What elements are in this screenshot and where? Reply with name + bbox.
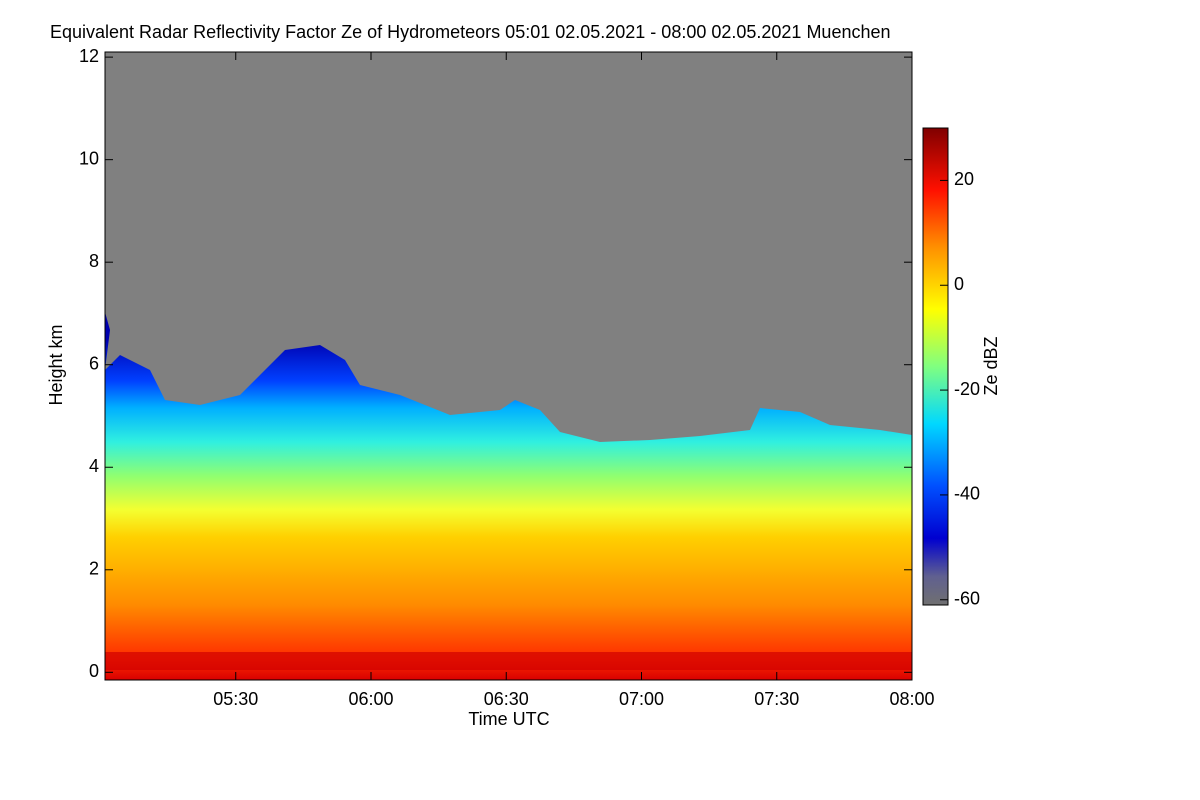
colorbar-tick-label: 20 (954, 169, 974, 189)
colorbar (922, 127, 949, 606)
colorbar-tick-label: 0 (954, 274, 964, 294)
y-tick-label: 6 (89, 353, 99, 373)
colorbar-tick-label: -20 (954, 379, 980, 399)
x-axis-label: Time UTC (468, 709, 549, 729)
y-tick-label: 0 (89, 661, 99, 681)
x-tick-label: 07:00 (619, 689, 664, 709)
y-tick-label: 2 (89, 559, 99, 579)
ground-clutter-band (105, 652, 912, 670)
plot-frame (104, 51, 913, 681)
y-tick-label: 12 (79, 46, 99, 66)
x-tick-label: 06:00 (348, 689, 393, 709)
colorbar-label: Ze dBZ (981, 336, 1001, 395)
x-tick-label: 06:30 (484, 689, 529, 709)
x-tick-label: 05:30 (213, 689, 258, 709)
x-tick-label: 08:00 (889, 689, 934, 709)
y-tick-label: 8 (89, 251, 99, 271)
y-tick-label: 10 (79, 148, 99, 168)
colorbar-tick-label: -40 (954, 484, 980, 504)
echo-field (105, 312, 912, 680)
colorbar-tick-label: -60 (954, 589, 980, 609)
y-axis-label: Height km (46, 324, 66, 405)
x-tick-label: 07:30 (754, 689, 799, 709)
y-tick-label: 4 (89, 456, 99, 476)
chart-title: Equivalent Radar Reflectivity Factor Ze … (50, 22, 891, 42)
